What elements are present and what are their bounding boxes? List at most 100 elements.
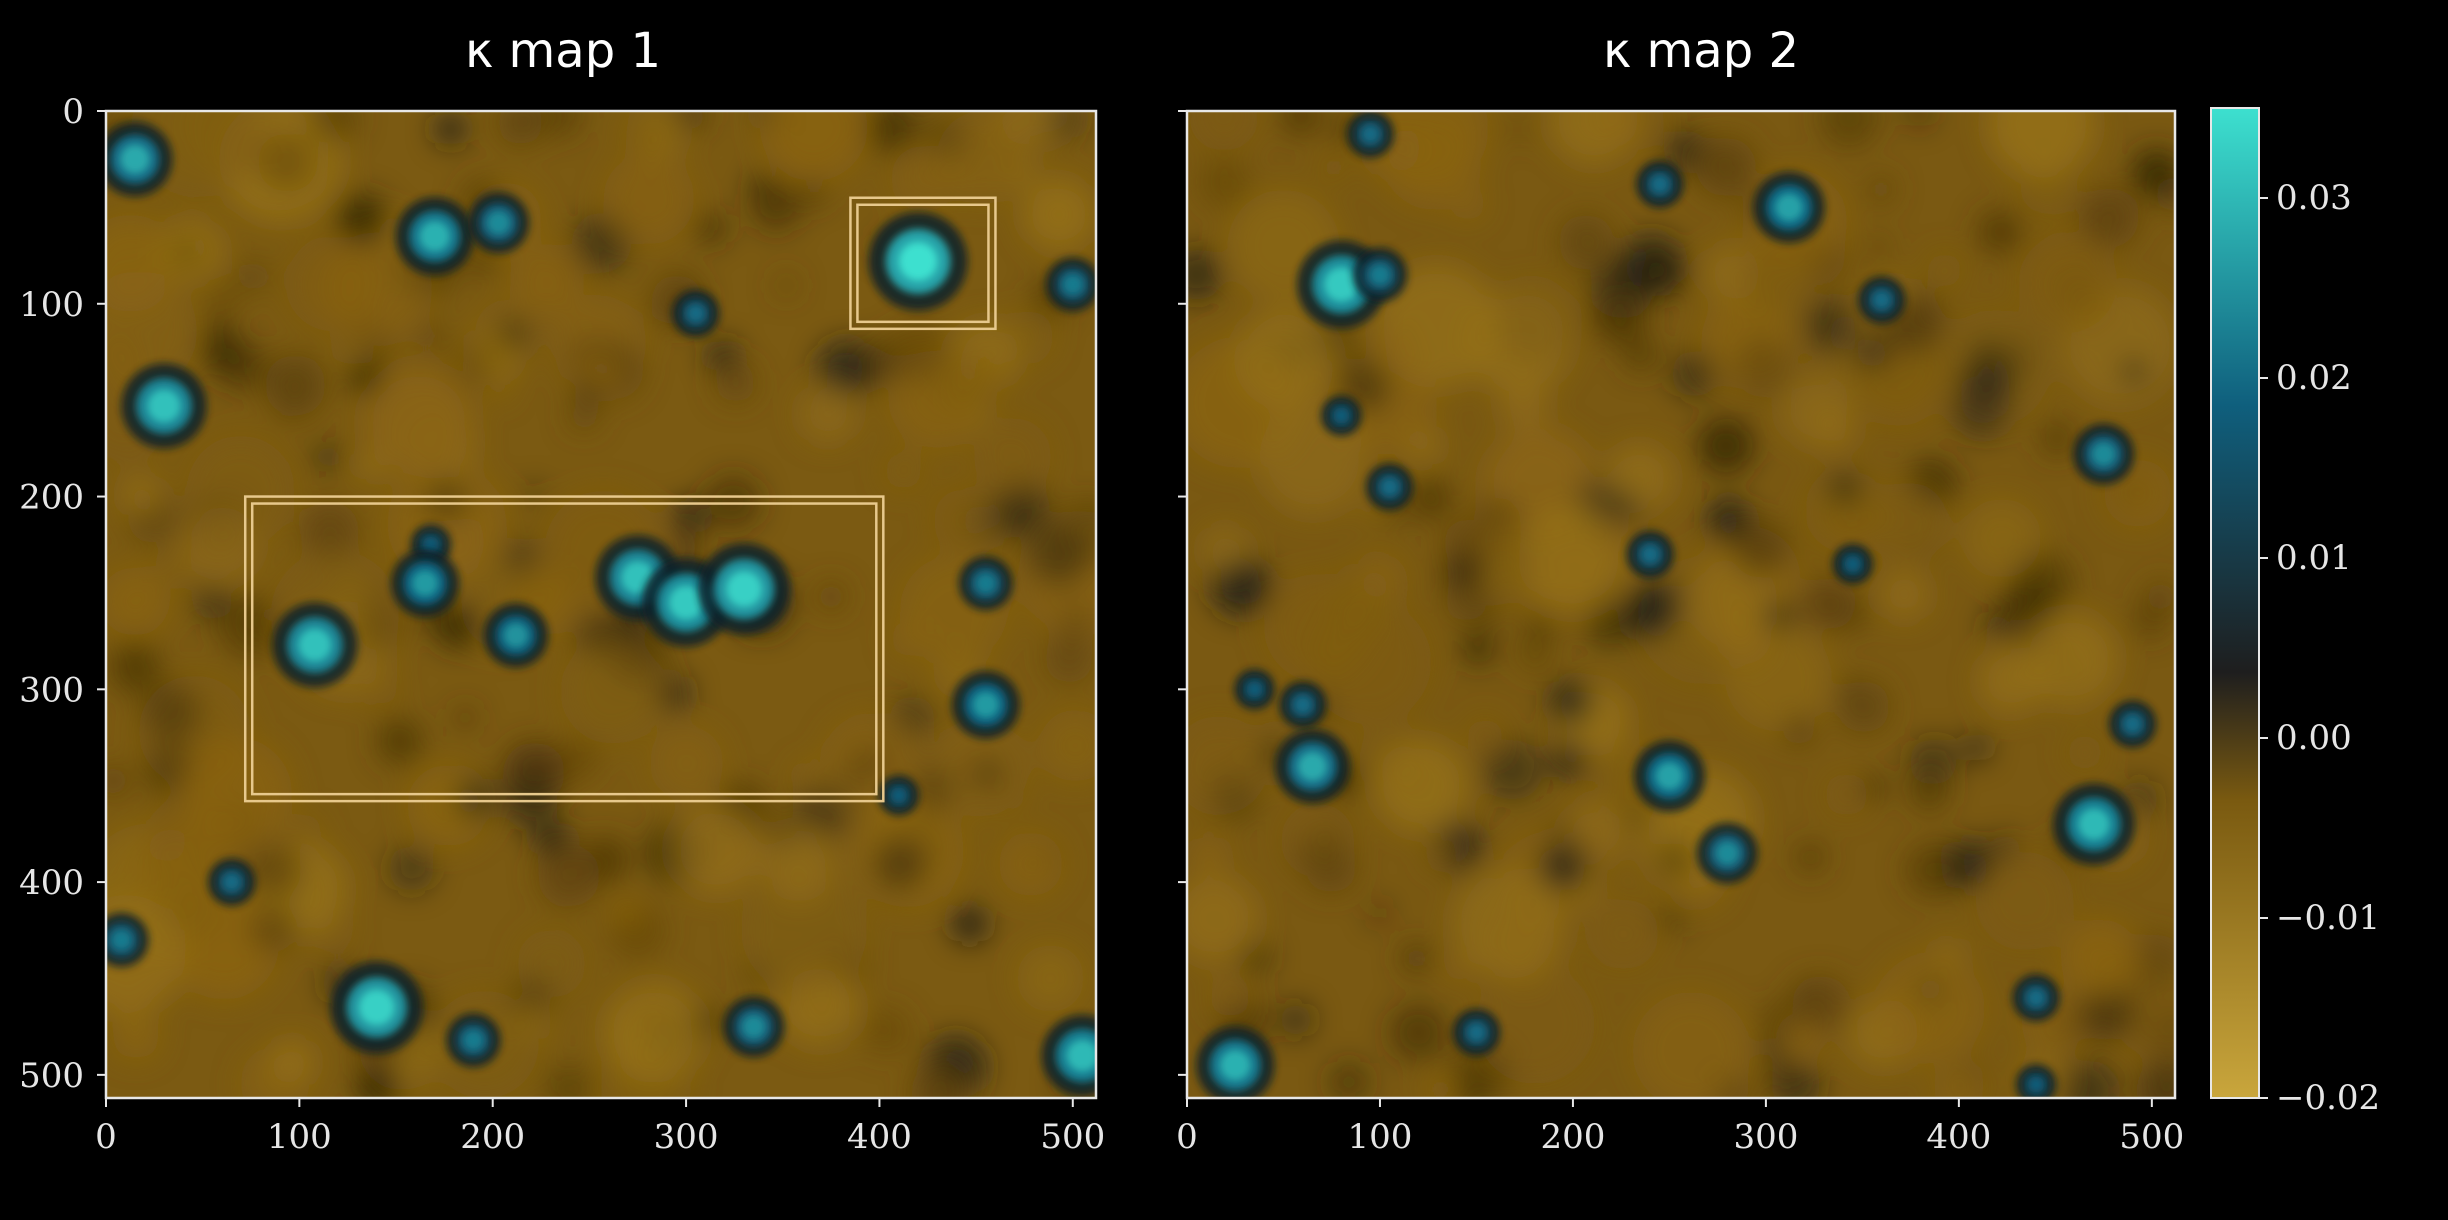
- peak-core: [1467, 1023, 1486, 1042]
- annotation-box-outer: [849, 196, 997, 331]
- peak-core: [898, 241, 938, 281]
- texture-blob: [1539, 842, 1587, 890]
- texture-blob: [216, 340, 268, 392]
- texture-blob: [624, 116, 662, 154]
- texture-blob: [423, 476, 469, 522]
- peak-marker: [1626, 530, 1674, 579]
- texture-blob: [707, 340, 738, 372]
- peak-marker: [951, 670, 1020, 739]
- texture-blob: [1201, 526, 1250, 575]
- texture-blob: [890, 620, 927, 657]
- texture-blob: [1762, 1062, 1789, 1089]
- texture-blob: [1378, 328, 1411, 361]
- texture-blob: [1357, 553, 1405, 600]
- texture-blob: [1761, 1001, 1794, 1035]
- texture-blob: [845, 744, 888, 787]
- texture-blob: [1905, 842, 1961, 899]
- y-tick-label: 400: [19, 863, 84, 903]
- texture-blob: [450, 340, 498, 388]
- colorbar: 0.03 0.02 0.01 0.00 −0.01 −0.02: [2210, 107, 2380, 1118]
- texture-blob: [1238, 940, 1272, 975]
- peak-core: [1844, 555, 1861, 573]
- texture-blob: [1523, 614, 1556, 647]
- texture-blob: [796, 762, 823, 790]
- x-tick-label: 100: [1348, 1117, 1413, 1157]
- texture-blob: [1549, 680, 1593, 724]
- texture-blob: [133, 823, 226, 917]
- colorbar-tick-label: −0.02: [2276, 1078, 2380, 1118]
- map-1-x-axis: 0 100 200 300 400 500: [95, 1098, 1105, 1157]
- texture-blob: [310, 111, 359, 143]
- texture-blob: [1495, 279, 1578, 362]
- texture-blob: [799, 385, 857, 443]
- texture-blob: [1022, 177, 1096, 252]
- texture-blob: [1585, 601, 1632, 648]
- texture-blob: [1327, 1060, 1370, 1098]
- texture-blob: [496, 315, 531, 351]
- texture-blob: [762, 829, 835, 902]
- peak-marker: [1234, 668, 1275, 710]
- peak-core: [1333, 407, 1350, 424]
- peak-core: [2123, 714, 2142, 734]
- texture-blob: [1624, 592, 1673, 641]
- texture-blob: [1410, 477, 1452, 519]
- texture-blob: [887, 320, 949, 382]
- peak-core: [1293, 695, 1313, 715]
- texture-blob: [349, 363, 381, 395]
- texture-blob: [817, 340, 873, 397]
- texture-blob: [872, 837, 928, 892]
- texture-blob: [512, 1000, 551, 1039]
- texture-blob: [974, 417, 1052, 496]
- texture-blob: [1016, 944, 1085, 1013]
- map-2-x-axis: 0 100 200 300 400 500: [1176, 1098, 2184, 1157]
- peak-marker: [1696, 822, 1758, 884]
- texture-blob: [1783, 714, 1815, 747]
- peak-core: [1323, 267, 1359, 302]
- peak-marker: [467, 192, 530, 254]
- texture-blob: [489, 381, 510, 402]
- peak-marker: [671, 289, 720, 338]
- peak-marker: [1636, 160, 1684, 209]
- texture-blob: [816, 581, 847, 612]
- y-tick-label: 0: [62, 92, 84, 132]
- texture-blob: [236, 260, 270, 293]
- texture-blob: [179, 737, 293, 850]
- peak-core: [975, 572, 997, 595]
- peak-core: [411, 569, 439, 597]
- peak-core: [503, 622, 529, 649]
- texture-blob: [300, 501, 360, 561]
- annotation-box: [243, 495, 885, 803]
- texture-blob: [1011, 161, 1036, 185]
- texture-blob: [257, 132, 317, 192]
- texture-blob: [1909, 738, 1957, 786]
- texture-blob: [1000, 785, 1024, 809]
- peak-core: [462, 1029, 485, 1051]
- x-tick-label: 0: [1176, 1117, 1198, 1157]
- peak-core: [2091, 442, 2116, 467]
- peak-core: [422, 536, 439, 553]
- map-1-peaks: [106, 121, 1096, 1097]
- texture-blob: [1507, 117, 1531, 142]
- texture-blob: [2125, 933, 2175, 992]
- map-1-panel: 0 100 200 300 400 500 0 100 200 300 400 500: [19, 92, 1105, 1157]
- peak-marker: [446, 1012, 501, 1068]
- x-tick-label: 200: [1540, 1117, 1605, 1157]
- texture-blob: [603, 153, 695, 245]
- peak-marker: [391, 549, 460, 618]
- peak-marker: [1346, 111, 1395, 158]
- peak-marker: [1753, 171, 1825, 244]
- texture-blob: [2137, 1061, 2175, 1098]
- map-2-y-axis: [1178, 110, 1187, 1076]
- texture-blob: [1550, 741, 1587, 778]
- peak-marker: [1274, 728, 1350, 804]
- texture-blob: [2131, 148, 2175, 198]
- texture-blob: [741, 866, 868, 993]
- texture-blob: [1319, 153, 1348, 182]
- texture-blob: [613, 899, 640, 926]
- peak-core: [725, 570, 763, 608]
- texture-blob: [337, 193, 388, 245]
- texture-blob: [1644, 251, 1688, 295]
- texture-blob: [2061, 919, 2140, 998]
- texture-blob: [1039, 709, 1096, 782]
- texture-blob: [933, 488, 996, 551]
